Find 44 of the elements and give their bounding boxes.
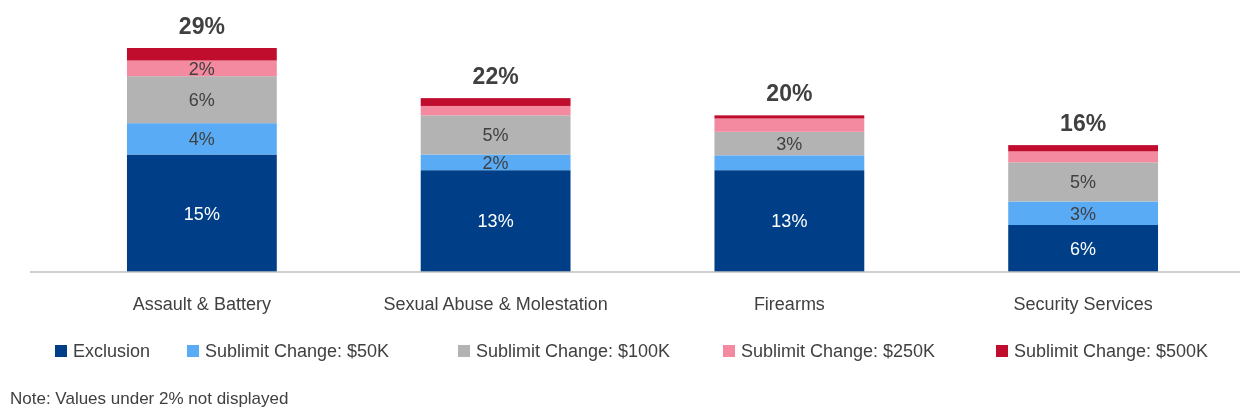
data-label: 2% [188,58,215,79]
data-label: 2% [482,152,509,173]
bar [126,48,277,61]
bar [126,123,277,155]
total-label: 29% [178,13,225,39]
bar [420,170,571,272]
bar [1008,162,1159,202]
bar [714,118,865,132]
bar [714,170,865,272]
data-label: 5% [1070,172,1097,193]
legend-label: Exclusion [73,341,151,361]
data-label: 4% [188,129,215,150]
legend-label: Sublimit Change: $50K [205,341,390,361]
bar [126,76,277,124]
legend-label: Sublimit Change: $500K [1014,341,1209,361]
legend-label: Sublimit Change: $250K [741,341,936,361]
bar [1008,201,1159,226]
x-tick-label: Security Services [1013,294,1153,314]
data-label: 15% [183,203,220,224]
bar [420,105,571,116]
total-label: 20% [766,80,813,107]
x-tick-label: Assault & Battery [132,294,271,314]
data-label: 6% [1070,238,1097,259]
data-label: 3% [776,133,803,154]
data-label: 3% [1070,203,1097,224]
data-label: 6% [188,89,215,110]
total-label: 22% [472,63,519,90]
bar [126,154,277,272]
bar [1008,225,1159,272]
x-tick-label: Sexual Abuse & Molestation [383,294,608,314]
bar [714,155,865,171]
data-label: 13% [771,211,808,232]
bar [714,115,865,119]
bar [1008,151,1159,163]
x-tick-label: Firearms [753,294,825,314]
total-label: 16% [1060,110,1107,137]
data-label: 5% [482,125,509,146]
bar [420,98,571,106]
legend-label: Sublimit Change: $100K [476,341,671,361]
text: Note: Values under 2% not displayed [10,389,289,408]
bar [714,131,865,156]
bar [420,115,571,155]
data-label: 13% [477,211,514,232]
bar [1008,145,1159,152]
